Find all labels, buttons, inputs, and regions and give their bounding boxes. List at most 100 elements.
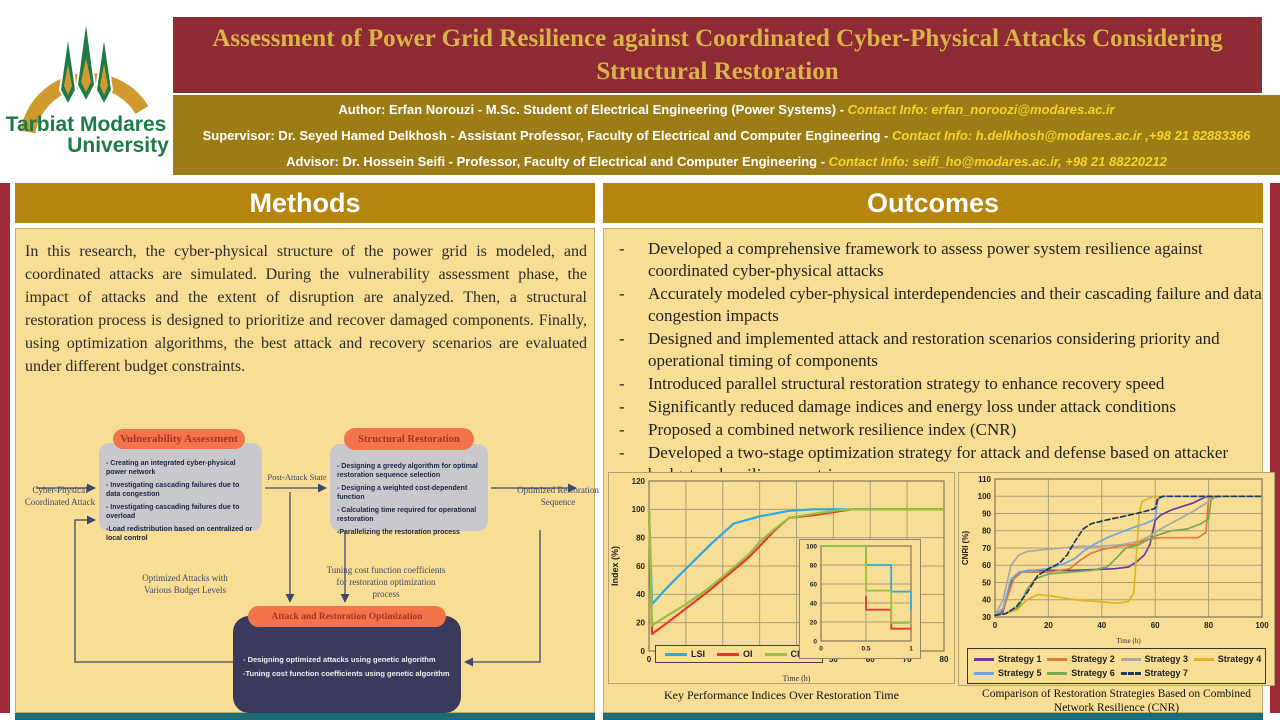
series-line-strategy-2 — [994, 495, 1263, 617]
svg-text:100: 100 — [632, 505, 646, 514]
legend-swatch-icon — [1120, 657, 1141, 661]
series-line-lsi — [647, 508, 946, 606]
series-line-cnri — [820, 545, 912, 624]
svg-text:20: 20 — [636, 618, 645, 627]
legend-swatch-icon — [717, 652, 740, 656]
legend-label: Strategy 2 — [1071, 654, 1115, 664]
svg-text:100: 100 — [806, 543, 817, 550]
outcome-bullet-text: Accurately modeled cyber-physical interd… — [648, 284, 1262, 325]
svg-text:60: 60 — [866, 655, 875, 664]
vulnerability-assessment-box: - Creating an integrated cyber-physical … — [99, 443, 262, 542]
right-chart-caption: Comparison of Restoration Strategies Bas… — [958, 687, 1275, 715]
va-item: - Investigating cascading failures due t… — [106, 482, 240, 498]
legend-item-strategy-2: Strategy 2 — [1043, 652, 1116, 666]
svg-text:Index (%): Index (%) — [610, 546, 620, 586]
flow-label-post-attack-state: Post-Attack State — [267, 472, 327, 482]
logo-cypress-trees — [58, 17, 114, 108]
kpi-chart-legend: LSIOICNRI — [655, 645, 823, 663]
kpi-inset-chart: 0 0.5 1 0 20 40 60 80 100 — [806, 543, 913, 653]
svg-text:50: 50 — [829, 655, 838, 664]
left-teal-accent-bar — [15, 712, 595, 720]
logo-text-line2: University — [67, 134, 169, 157]
legend-item-strategy-6: Strategy 6 — [1043, 666, 1116, 680]
svg-text:CNRI (%): CNRI (%) — [961, 531, 970, 566]
svg-text:80: 80 — [940, 655, 949, 664]
opt-item: - Designing optimized attacks using gene… — [243, 655, 436, 664]
legend-label: OI — [743, 649, 753, 659]
legend-swatch-icon — [1047, 657, 1068, 661]
right-chart-panel: 0 20 40 60 80 100 30 40 50 60 70 80 90 100 110 Time (h)… — [958, 472, 1275, 686]
series-line-strategy-5 — [994, 495, 1263, 617]
left-chart-caption: Key Performance Indices Over Restoration… — [664, 688, 899, 702]
structural-restoration-pill: Structural Restoration — [344, 428, 474, 450]
series-line-strategy-6 — [994, 495, 1263, 617]
right-teal-accent-bar — [603, 712, 1263, 720]
svg-text:40: 40 — [810, 600, 818, 607]
svg-text:40: 40 — [982, 596, 991, 605]
supervisor-line: Supervisor: Dr. Seyed Hamed Delkhosh - A… — [202, 127, 1251, 143]
right-red-accent-bar — [1270, 183, 1280, 713]
series-line-strategy-3 — [994, 495, 1263, 617]
supervisor-contact: Contact Info: h.delkhosh@modares.ac.ir ,… — [892, 127, 1251, 143]
outcome-bullet-text: Designed and implemented attack and rest… — [648, 329, 1220, 370]
outcome-bullet: - Developed a comprehensive framework to … — [615, 238, 1267, 282]
flow-label-optimized-restoration-sequence: Optimized Restoration Sequence — [517, 485, 599, 507]
va-item: -Load redistribution based on centralize… — [106, 526, 253, 542]
svg-text:60: 60 — [1151, 621, 1160, 630]
university-logo-icon: Tarbiat Modares University — [6, 17, 169, 157]
svg-text:Time (h): Time (h) — [1116, 637, 1141, 645]
flow-label-optimized-attacks-budget: Optimized Attacks with Various Budget Le… — [142, 573, 228, 595]
kpi-chart-inset: 0 0.5 1 0 20 40 60 80 100 — [799, 539, 921, 659]
svg-text:40: 40 — [636, 590, 645, 599]
svg-text:70: 70 — [903, 655, 912, 664]
bullet-dash-icon: - — [619, 284, 625, 303]
bullet-dash-icon: - — [619, 374, 625, 393]
author-info-band: Author: Erfan Norouzi - M.Sc. Student of… — [173, 95, 1280, 175]
legend-item-strategy-3: Strategy 3 — [1117, 652, 1190, 666]
outcome-bullet: - Introduced parallel structural restorat… — [615, 373, 1267, 395]
outcomes-bullet-list: - Developed a comprehensive framework to … — [615, 238, 1267, 487]
bullet-dash-icon: - — [619, 239, 625, 258]
sr-item: - Calculating time required for operatio… — [337, 507, 477, 523]
legend-swatch-icon — [665, 652, 687, 656]
svg-text:120: 120 — [632, 477, 646, 486]
svg-text:110: 110 — [978, 475, 991, 484]
legend-swatch-icon — [974, 671, 994, 675]
advisor-contact: Contact Info: seifi_ho@modares.ac.ir, +9… — [828, 153, 1167, 169]
university-logo-block: Tarbiat Modares University — [0, 0, 173, 180]
legend-item-strategy-1: Strategy 1 — [970, 652, 1043, 666]
legend-swatch-icon — [1120, 671, 1141, 675]
legend-swatch-icon — [974, 657, 994, 661]
legend-swatch-icon — [764, 652, 787, 656]
attack-restoration-optimization-pill: Attack and Restoration Optimization — [248, 606, 446, 627]
left-chart-panel: 01020304050607080020406080100120Time (h)… — [608, 472, 955, 684]
svg-text:0.5: 0.5 — [861, 646, 870, 653]
svg-text:70: 70 — [982, 544, 991, 553]
svg-text:90: 90 — [982, 509, 991, 518]
outcome-bullet-text: Introduced parallel structural restorati… — [648, 374, 1165, 393]
svg-text:0: 0 — [813, 638, 817, 645]
svg-text:100: 100 — [1255, 621, 1269, 630]
svg-text:80: 80 — [1204, 621, 1213, 630]
svg-text:60: 60 — [982, 561, 991, 570]
svg-text:60: 60 — [636, 562, 645, 571]
series-line-oi — [647, 508, 946, 636]
svg-text:1: 1 — [909, 646, 913, 653]
structural-restoration-box: - Designing a greedy algorithm for optim… — [330, 444, 488, 536]
svg-text:20: 20 — [1044, 621, 1053, 630]
poster-title-bar: Assessment of Power Grid Resilience agai… — [173, 17, 1262, 93]
svg-text:30: 30 — [982, 613, 991, 622]
cnri-strategies-chart: 0 20 40 60 80 100 30 40 50 60 70 80 90 100 110 Time (h)… — [961, 475, 1269, 645]
outcomes-section-header: Outcomes — [603, 183, 1263, 223]
outcome-bullet: - Accurately modeled cyber-physical inter… — [615, 283, 1267, 327]
sr-item: - Designing a weighted cost-dependent fu… — [337, 485, 468, 501]
svg-text:80: 80 — [810, 562, 818, 569]
legend-label: LSI — [691, 649, 706, 659]
legend-label: Strategy 7 — [1144, 668, 1189, 678]
right-chart-caption-text: Comparison of Restoration Strategies Bas… — [982, 688, 1251, 714]
legend-label: Strategy 1 — [998, 654, 1042, 664]
series-line-strategy-4 — [994, 495, 1263, 617]
svg-text:40: 40 — [1097, 621, 1106, 630]
attack-restoration-optimization-box: - Designing optimized attacks using gene… — [233, 616, 461, 713]
